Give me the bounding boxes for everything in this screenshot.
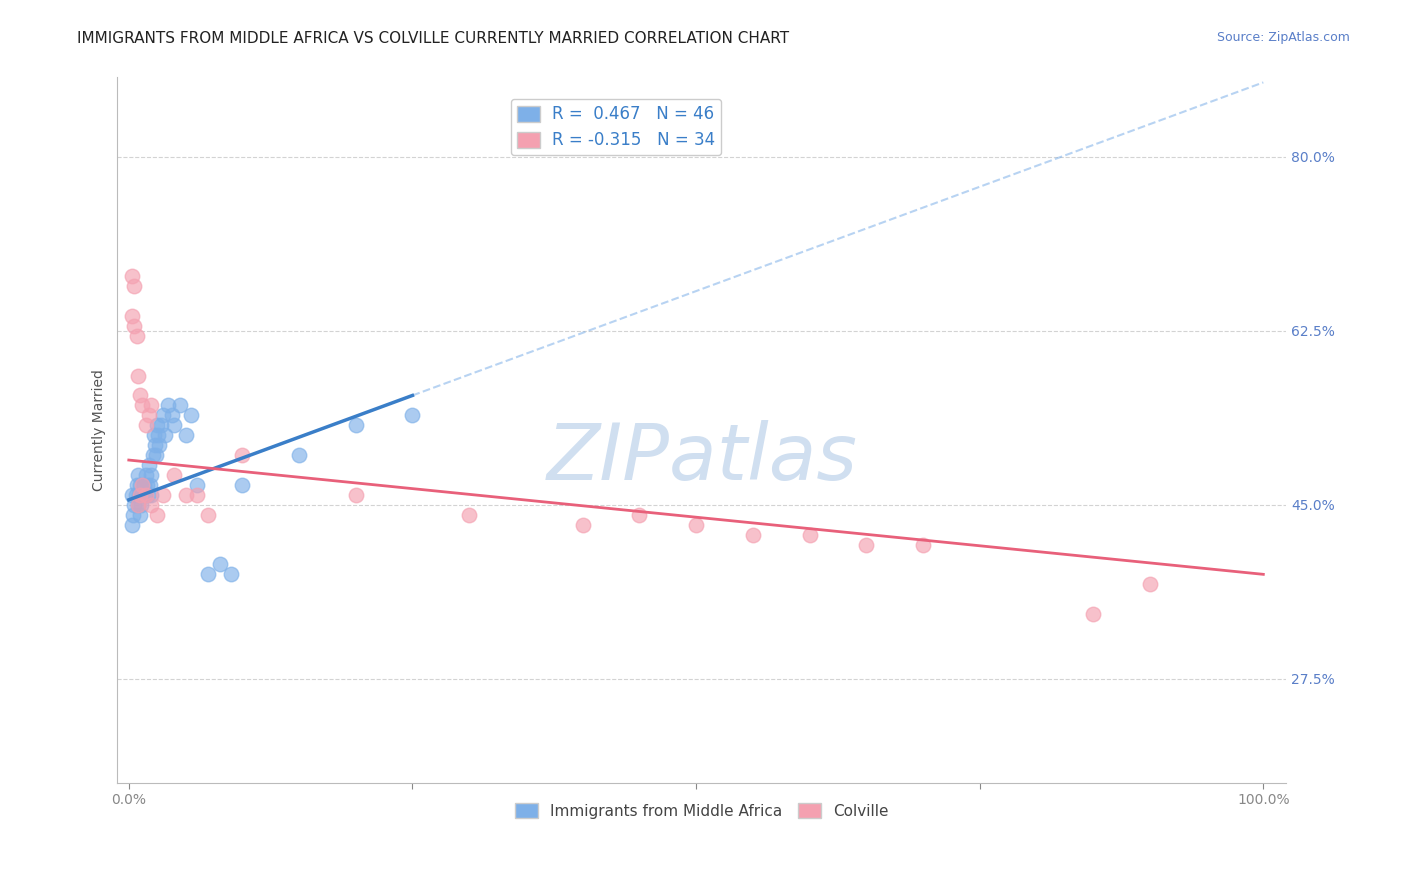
Point <box>288 448 311 462</box>
Point <box>186 478 208 492</box>
Point <box>138 409 160 423</box>
Point <box>142 428 165 442</box>
Point <box>124 318 146 333</box>
Point <box>1081 607 1104 621</box>
Point <box>134 488 156 502</box>
Text: ZIPatlas: ZIPatlas <box>547 420 858 497</box>
Point <box>1139 577 1161 591</box>
Point <box>135 418 157 433</box>
Point <box>219 567 242 582</box>
Point <box>231 478 253 492</box>
Point <box>148 438 170 452</box>
Point <box>208 558 231 572</box>
Point <box>132 478 155 492</box>
Point <box>125 478 148 492</box>
Point <box>685 517 707 532</box>
Point <box>145 448 167 462</box>
Point <box>124 488 146 502</box>
Point <box>124 279 146 293</box>
Point <box>186 488 208 502</box>
Point <box>174 428 197 442</box>
Point <box>146 508 169 522</box>
Point <box>169 398 191 412</box>
Point <box>135 488 157 502</box>
Point <box>855 537 877 551</box>
Point <box>131 398 153 412</box>
Point <box>146 418 169 433</box>
Point <box>135 467 157 482</box>
Point <box>129 508 152 522</box>
Point <box>401 409 423 423</box>
Point <box>142 448 165 462</box>
Point <box>153 428 176 442</box>
Y-axis label: Currently Married: Currently Married <box>93 369 107 491</box>
Point <box>127 498 149 512</box>
Point <box>128 488 150 502</box>
Point <box>121 269 143 284</box>
Point <box>125 328 148 343</box>
Point <box>141 498 163 512</box>
Legend: Immigrants from Middle Africa, Colville: Immigrants from Middle Africa, Colville <box>509 797 894 825</box>
Point <box>129 488 152 502</box>
Point <box>197 567 219 582</box>
Point <box>139 478 162 492</box>
Point <box>143 438 166 452</box>
Point <box>129 388 152 402</box>
Point <box>141 398 163 412</box>
Point <box>121 517 143 532</box>
Point <box>127 498 149 512</box>
Point <box>231 448 253 462</box>
Point <box>129 478 152 492</box>
Point <box>157 398 180 412</box>
Text: Source: ZipAtlas.com: Source: ZipAtlas.com <box>1216 31 1350 45</box>
Point <box>138 458 160 472</box>
Point <box>911 537 934 551</box>
Point <box>131 488 153 502</box>
Point <box>149 418 172 433</box>
Point <box>163 467 186 482</box>
Point <box>628 508 651 522</box>
Point <box>121 309 143 323</box>
Point <box>148 428 170 442</box>
Point <box>129 498 152 512</box>
Point <box>121 488 143 502</box>
Point <box>127 368 149 383</box>
Point <box>174 488 197 502</box>
Point <box>344 488 367 502</box>
Point <box>799 527 821 541</box>
Point <box>141 467 163 482</box>
Point <box>344 418 367 433</box>
Point <box>124 498 146 512</box>
Point <box>141 488 163 502</box>
Point <box>127 467 149 482</box>
Point <box>122 508 145 522</box>
Point <box>197 508 219 522</box>
Point <box>136 478 159 492</box>
Point <box>131 478 153 492</box>
Point <box>571 517 593 532</box>
Point <box>160 409 183 423</box>
Text: IMMIGRANTS FROM MIDDLE AFRICA VS COLVILLE CURRENTLY MARRIED CORRELATION CHART: IMMIGRANTS FROM MIDDLE AFRICA VS COLVILL… <box>77 31 789 46</box>
Point <box>152 409 174 423</box>
Point <box>163 418 186 433</box>
Point <box>152 488 174 502</box>
Point <box>741 527 763 541</box>
Point <box>180 409 202 423</box>
Point <box>136 488 159 502</box>
Point <box>458 508 481 522</box>
